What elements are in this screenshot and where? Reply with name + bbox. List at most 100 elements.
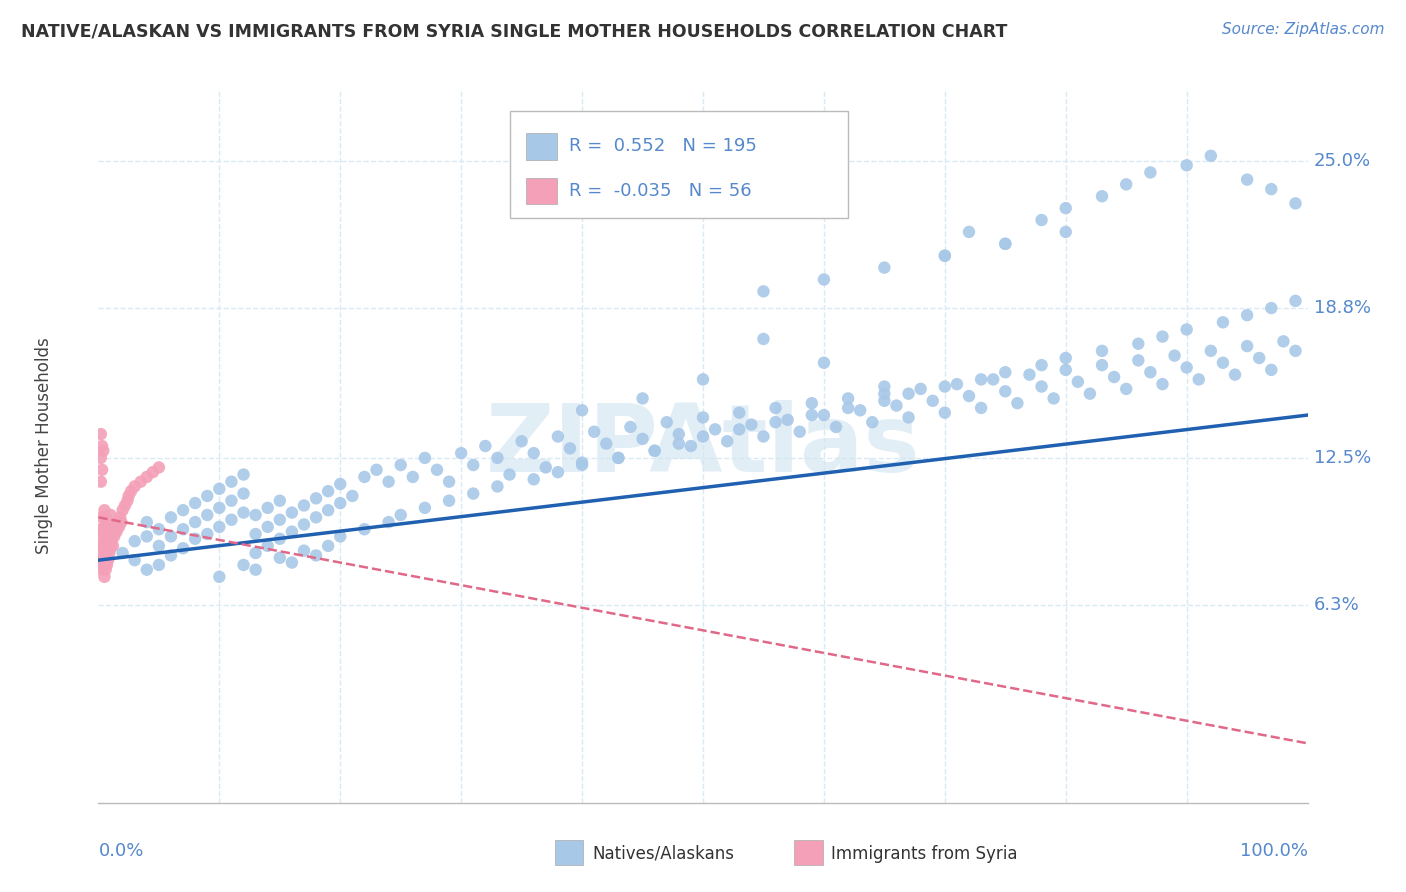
- Point: [1078, 386, 1101, 401]
- Point: [934, 406, 956, 420]
- Point: [402, 470, 425, 484]
- Point: [1272, 334, 1295, 349]
- Point: [486, 479, 509, 493]
- Point: [316, 503, 339, 517]
- Point: [91, 439, 114, 453]
- Point: [232, 506, 254, 520]
- Point: [232, 467, 254, 482]
- Point: [245, 508, 267, 522]
- Point: [269, 532, 291, 546]
- Point: [1284, 196, 1306, 211]
- Point: [655, 415, 678, 429]
- Point: [631, 392, 654, 406]
- Point: [195, 527, 218, 541]
- Point: [607, 450, 630, 465]
- Point: [437, 493, 460, 508]
- Point: [148, 460, 170, 475]
- Point: [728, 422, 751, 436]
- Point: [329, 529, 352, 543]
- Point: [135, 515, 157, 529]
- Point: [98, 546, 121, 560]
- Point: [91, 541, 114, 556]
- Point: [100, 508, 122, 522]
- Point: [110, 515, 132, 529]
- Point: [292, 499, 315, 513]
- Text: R =  -0.035   N = 56: R = -0.035 N = 56: [568, 182, 751, 200]
- Point: [101, 539, 124, 553]
- Point: [704, 422, 727, 436]
- Point: [426, 463, 449, 477]
- Point: [184, 496, 207, 510]
- Point: [269, 513, 291, 527]
- Point: [172, 503, 194, 517]
- Point: [463, 486, 485, 500]
- Point: [353, 522, 375, 536]
- Point: [97, 553, 120, 567]
- Point: [1031, 213, 1053, 227]
- Point: [305, 491, 328, 506]
- Point: [389, 458, 412, 472]
- Point: [981, 372, 1004, 386]
- Point: [135, 563, 157, 577]
- Point: [94, 529, 117, 543]
- Point: [957, 225, 980, 239]
- Text: Source: ZipAtlas.com: Source: ZipAtlas.com: [1222, 22, 1385, 37]
- Point: [1236, 172, 1258, 186]
- Point: [1188, 372, 1211, 386]
- Point: [90, 450, 112, 465]
- Point: [91, 529, 114, 543]
- Point: [523, 446, 546, 460]
- Point: [94, 546, 117, 560]
- Point: [93, 520, 115, 534]
- Point: [97, 517, 120, 532]
- Point: [1236, 308, 1258, 322]
- Point: [208, 482, 231, 496]
- Point: [510, 434, 533, 449]
- Point: [105, 524, 128, 539]
- Point: [1031, 379, 1053, 393]
- Point: [208, 500, 231, 515]
- Point: [160, 510, 183, 524]
- Point: [934, 249, 956, 263]
- Point: [96, 558, 118, 572]
- Point: [825, 420, 848, 434]
- Point: [124, 553, 146, 567]
- Point: [547, 429, 569, 443]
- Point: [970, 401, 993, 415]
- Point: [970, 372, 993, 386]
- Point: [124, 534, 146, 549]
- Point: [292, 543, 315, 558]
- Point: [934, 379, 956, 393]
- Point: [184, 515, 207, 529]
- Point: [135, 529, 157, 543]
- Point: [353, 470, 375, 484]
- Point: [486, 450, 509, 465]
- Point: [96, 541, 118, 556]
- Point: [366, 463, 388, 477]
- Point: [329, 496, 352, 510]
- Point: [111, 546, 134, 560]
- Point: [305, 549, 328, 563]
- Point: [692, 429, 714, 443]
- Point: [90, 553, 112, 567]
- Point: [1018, 368, 1040, 382]
- Point: [1163, 349, 1185, 363]
- Point: [93, 570, 115, 584]
- Point: [93, 536, 115, 550]
- Point: [860, 415, 883, 429]
- Point: [184, 532, 207, 546]
- Point: [994, 365, 1017, 379]
- Point: [413, 450, 436, 465]
- Point: [124, 479, 146, 493]
- Point: [716, 434, 738, 449]
- Point: [269, 550, 291, 565]
- Point: [800, 396, 823, 410]
- Point: [1212, 315, 1234, 329]
- Point: [90, 475, 112, 489]
- Point: [631, 432, 654, 446]
- Point: [1091, 189, 1114, 203]
- Point: [1128, 336, 1150, 351]
- Point: [752, 285, 775, 299]
- Point: [316, 484, 339, 499]
- Point: [523, 472, 546, 486]
